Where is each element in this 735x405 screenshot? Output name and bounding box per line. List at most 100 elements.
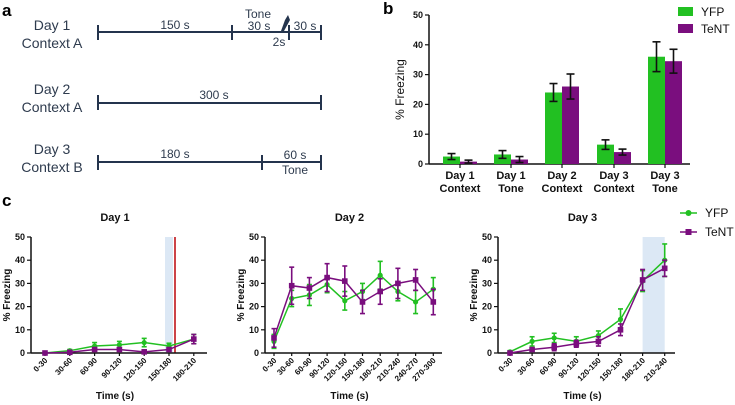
day3-context: Context B xyxy=(21,159,82,175)
y-tick-label: 20 xyxy=(482,302,492,312)
x-tick-label: Context xyxy=(440,183,481,195)
data-point-yfp xyxy=(116,342,122,348)
y-tick-label: 50 xyxy=(249,232,259,242)
data-point-tent xyxy=(324,274,330,281)
y-tick-label: 20 xyxy=(413,99,423,109)
lightning-icon xyxy=(281,15,290,31)
x-tick-label: Day 3 xyxy=(650,170,679,182)
chart-title: Day 1 xyxy=(100,212,129,224)
legend-marker-yfp xyxy=(685,210,692,216)
y-tick-label: 50 xyxy=(482,232,492,242)
data-point-tent xyxy=(166,346,172,353)
y-tick-label: 10 xyxy=(413,129,423,139)
data-point-tent xyxy=(661,265,668,272)
x-tick-label: 30-60 xyxy=(516,356,537,377)
bar-yfp xyxy=(648,56,665,164)
day2-context: Context A xyxy=(22,99,83,115)
bar-yfp xyxy=(545,92,562,164)
day3-tone-label: Tone xyxy=(282,163,308,177)
y-tick-label: 30 xyxy=(482,278,492,288)
day3-seg2: 60 s xyxy=(284,148,307,162)
panel-label-b: b xyxy=(383,0,393,18)
x-tick-label: Context xyxy=(542,183,583,195)
data-point-tent xyxy=(359,299,366,305)
y-tick-label: 0 xyxy=(254,348,259,358)
legend-label-tent: TeNT xyxy=(701,22,730,36)
bar-yfp xyxy=(597,144,614,164)
x-axis-label: Time (s) xyxy=(563,391,601,402)
data-point-tent xyxy=(573,340,580,347)
day1-seg1: 150 s xyxy=(160,18,189,32)
y-tick-label: 20 xyxy=(15,302,25,312)
x-tick-label: Context xyxy=(594,183,635,195)
data-point-tent xyxy=(342,278,348,284)
day1-label: Day 1 xyxy=(34,17,71,33)
data-point-tent xyxy=(67,349,73,356)
data-point-tent xyxy=(595,338,602,345)
data-point-tent xyxy=(412,277,419,283)
x-tick-label: Day 2 xyxy=(547,170,576,182)
x-tick-label: Day 3 xyxy=(599,170,628,182)
x-tick-label: Day 1 xyxy=(445,170,474,182)
x-tick-label: 60-90 xyxy=(78,356,99,377)
data-point-tent xyxy=(191,336,197,342)
y-axis-label: % Freezing xyxy=(393,59,407,120)
data-point-tent xyxy=(551,344,557,350)
data-point-yfp xyxy=(141,339,147,346)
bar-tent xyxy=(614,152,631,164)
y-tick-label: 50 xyxy=(413,10,423,20)
legend-label-yfp: YFP xyxy=(705,206,728,220)
x-tick-label: 30-60 xyxy=(53,356,74,377)
chart-title: Day 2 xyxy=(335,212,364,224)
x-tick-label: Tone xyxy=(652,183,677,195)
data-point-tent xyxy=(271,335,277,341)
day2-seg1: 300 s xyxy=(199,88,228,102)
y-tick-label: 0 xyxy=(20,348,25,358)
bar-tent xyxy=(562,86,579,164)
x-tick-label: Day 1 xyxy=(496,170,525,182)
series-line-yfp xyxy=(273,274,434,342)
data-point-tent xyxy=(617,327,624,333)
tone-shade xyxy=(642,237,665,353)
data-point-yfp xyxy=(551,335,557,341)
y-tick-label: 50 xyxy=(15,232,25,242)
data-point-tent xyxy=(116,346,123,353)
y-tick-label: 40 xyxy=(249,255,259,265)
legend-label-tent: TeNT xyxy=(705,225,734,239)
data-point-yfp xyxy=(617,316,624,322)
day1-shock: 2s xyxy=(273,35,286,49)
legend-label-yfp: YFP xyxy=(701,5,724,19)
y-tick-label: 10 xyxy=(15,325,25,335)
day1-context: Context A xyxy=(22,35,83,51)
x-tick-label: 0-30 xyxy=(32,356,50,374)
x-tick-label: 120-150 xyxy=(121,356,149,384)
x-tick-label: 0-30 xyxy=(497,356,515,374)
y-tick-label: 0 xyxy=(487,348,492,358)
tone-shade xyxy=(165,237,173,353)
data-point-yfp xyxy=(413,299,419,305)
series-line-tent xyxy=(509,267,666,354)
x-tick-label: 30-60 xyxy=(275,356,296,377)
timeline-panel xyxy=(97,25,322,170)
data-point-tent xyxy=(141,349,147,355)
y-axis-label: % Freezing xyxy=(2,269,13,322)
x-axis-label: Time (s) xyxy=(96,391,134,402)
legend-swatch-tent xyxy=(678,24,693,33)
x-axis-label: Time (s) xyxy=(330,391,368,402)
x-tick-label: 150-180 xyxy=(146,356,174,384)
data-point-yfp xyxy=(342,298,348,304)
y-tick-label: 40 xyxy=(482,255,492,265)
data-point-tent xyxy=(306,285,313,291)
y-axis-label: % Freezing xyxy=(236,269,247,322)
y-tick-label: 10 xyxy=(249,325,259,335)
data-point-tent xyxy=(639,277,646,283)
y-tick-label: 40 xyxy=(15,255,25,265)
y-tick-label: 30 xyxy=(249,278,259,288)
chart-title: Day 3 xyxy=(568,212,597,224)
bar-yfp xyxy=(494,154,511,164)
legend-marker-tent xyxy=(685,229,692,235)
data-point-tent xyxy=(529,346,535,353)
day1-seg3: 30 s xyxy=(294,19,317,33)
data-point-tent xyxy=(507,350,513,356)
